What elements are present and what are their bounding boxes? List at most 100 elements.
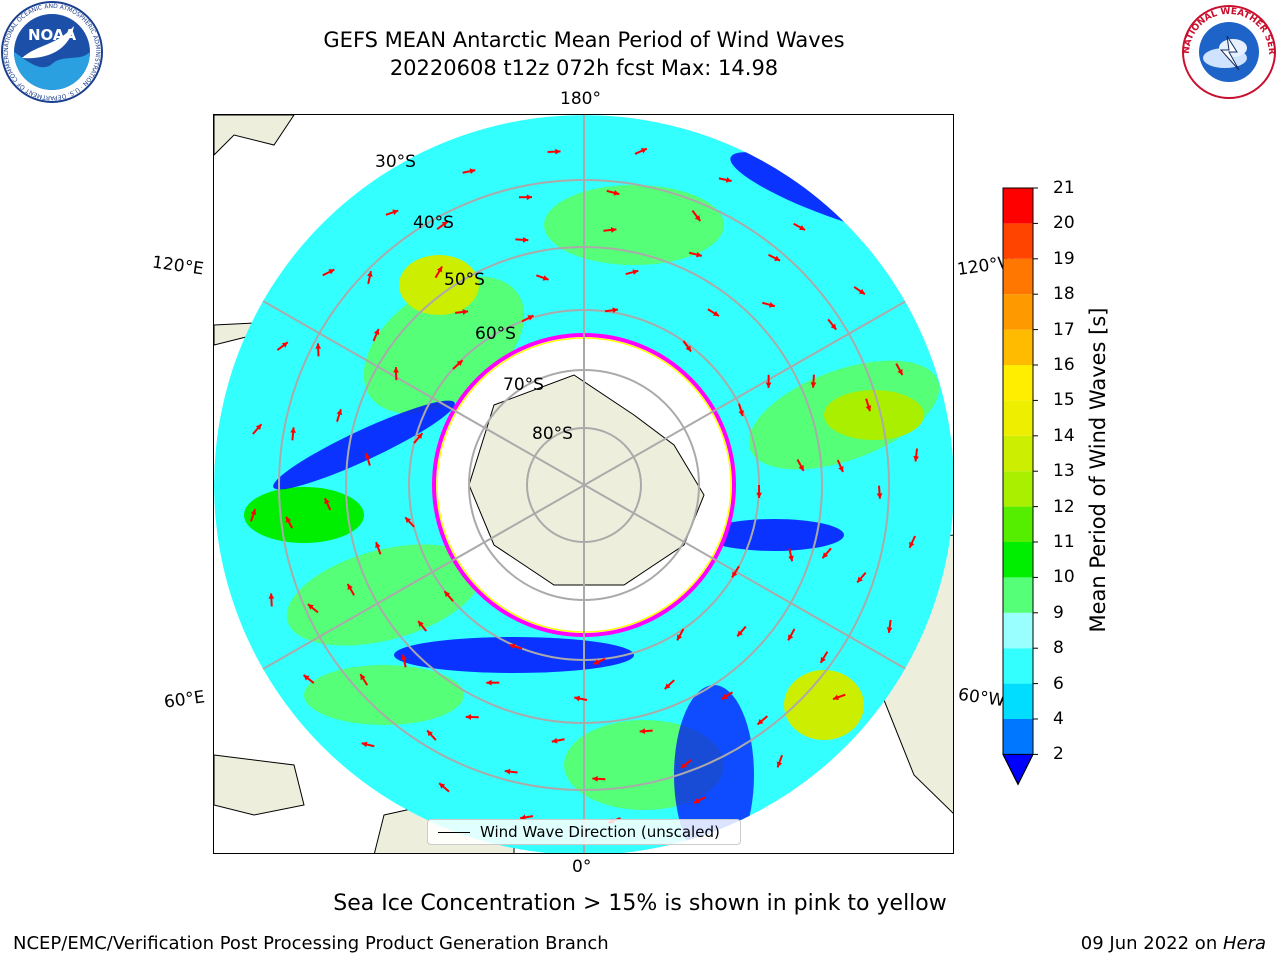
wave-arrow-head <box>592 775 598 782</box>
noaa-logo: NOAA NATIONAL OCEANIC AND ATMOSPHERIC AD… <box>0 0 103 103</box>
map-panel <box>213 114 954 854</box>
wave-arrow-head <box>876 493 883 499</box>
wave-arrow-head <box>865 405 872 412</box>
wave-arrow-head <box>469 168 476 175</box>
colorbar <box>1002 187 1038 786</box>
wave-arrow-head <box>713 310 719 317</box>
colorbar-band <box>1003 612 1033 649</box>
colorbar-tick-label: 21 <box>1053 178 1075 198</box>
wave-arrow-head <box>436 266 443 273</box>
wave-arrow-head <box>632 269 639 275</box>
colorbar-band <box>1003 435 1033 472</box>
wave-arrow-head <box>913 455 919 462</box>
wave-arrow-head <box>756 492 762 498</box>
wave-arrow-head <box>830 323 837 330</box>
colorbar-band <box>1003 471 1033 507</box>
colorbar-band <box>1003 719 1033 755</box>
colorbar-band <box>1003 294 1033 330</box>
wave-arrow-head <box>664 683 671 690</box>
wave-arrow-head <box>347 583 353 590</box>
colorbar-tick-label: 15 <box>1053 390 1075 411</box>
wave-arrow-head <box>551 737 558 744</box>
legend-label: Wind Wave Direction (unscaled) <box>480 823 720 841</box>
lon-label-180: 180° <box>560 89 601 109</box>
wave-arrow-head <box>401 654 407 661</box>
wave-arrow-head <box>444 591 451 598</box>
wave-arrow-head <box>361 741 368 748</box>
footer-branch: NCEP/EMC/Verification Post Processing Pr… <box>13 933 609 954</box>
wave-arrow-head <box>441 221 448 227</box>
land-antarctica <box>468 374 705 586</box>
colorbar-tick-label: 16 <box>1053 355 1075 375</box>
wave-arrow-head <box>465 714 472 720</box>
wave-arrow-head <box>769 302 775 308</box>
wave-arrow-head <box>765 382 772 388</box>
wave-arrow-head <box>838 465 844 472</box>
wave-arrow-head <box>526 194 533 201</box>
wave-arrow-head <box>360 674 366 681</box>
wave-arrow-head <box>788 634 794 641</box>
wave-arrow-head <box>857 576 863 583</box>
wave-arrow-head <box>681 762 687 769</box>
nws-logo: NATIONAL WEATHER SERVICE <box>1177 0 1276 99</box>
colorbar-band <box>1003 258 1033 295</box>
wave-arrow-head <box>810 382 817 388</box>
wave-arrow-head <box>774 255 781 261</box>
land-madagascar <box>214 754 305 816</box>
wave-arrow-head <box>336 409 343 416</box>
colorbar-extend-triangle <box>1002 753 1034 786</box>
colorbar-label: Mean Period of Wind Waves [s] <box>1086 307 1110 633</box>
wave-arrow-head <box>328 269 335 275</box>
wind-wave-arrows <box>250 147 919 824</box>
wave-arrow-head <box>393 367 399 373</box>
wave-arrow-head <box>268 593 275 599</box>
colorbar-band <box>1003 683 1033 719</box>
wave-arrow-head <box>255 424 262 431</box>
wave-arrow-head <box>486 679 492 686</box>
wave-arrow-head <box>725 177 732 183</box>
wave-arrow-head <box>610 227 617 233</box>
colorbar-tick-label: 2 <box>1053 744 1064 765</box>
antarctic-map <box>214 115 953 853</box>
lon-label-60w: 60°W <box>956 684 1007 712</box>
wave-arrow-head <box>886 627 893 633</box>
wave-arrow-head <box>693 797 700 804</box>
wave-arrow-head <box>593 659 600 665</box>
wave-arrow-head <box>418 620 424 627</box>
wave-arrow-head <box>286 516 292 523</box>
wave-arrow-head <box>820 656 826 663</box>
chart-subtitle: 20220608 t12z 072h fcst Max: 14.98 <box>389 56 779 80</box>
wave-arrow-head <box>897 369 903 376</box>
colorbar-tick-label: 12 <box>1053 496 1075 517</box>
colorbar-tick-label: 20 <box>1053 213 1075 234</box>
chart-title: GEFS MEAN Antarctic Mean Period of Wind … <box>323 28 845 52</box>
wave-arrow-head <box>696 251 702 258</box>
wave-arrow-head <box>737 630 743 637</box>
colorbar-tick-label: 9 <box>1053 602 1064 623</box>
wave-arrow-head <box>555 148 561 155</box>
colorbar-band <box>1003 542 1033 578</box>
wave-arrow-head <box>757 718 764 725</box>
footer-date: 09 Jun 2022 on Hera <box>1081 933 1266 954</box>
legend-line-swatch <box>438 831 470 833</box>
graticule <box>214 115 953 853</box>
colorbar-band <box>1003 506 1033 542</box>
colorbar-tick-label: 6 <box>1053 673 1064 694</box>
wave-arrow-head <box>405 517 411 524</box>
wave-arrow-head <box>290 427 296 433</box>
wave-arrow-head <box>639 728 646 734</box>
colorbar-band <box>1003 365 1033 401</box>
wave-arrow-head <box>307 604 314 610</box>
colorbar-band <box>1003 400 1033 436</box>
wave-arrow-head <box>527 315 534 321</box>
lat-label-60s: 60°S <box>475 324 516 344</box>
wave-arrow-head <box>732 571 738 578</box>
colorbar-tick-label: 4 <box>1053 709 1064 729</box>
wave-arrow-head <box>439 783 446 789</box>
wave-arrow-head <box>613 190 620 196</box>
wave-arrow-head <box>367 271 373 277</box>
wave-arrow-head <box>833 694 839 701</box>
lat-label-70s: 70°S <box>503 375 544 395</box>
lon-label-60e: 60°E <box>162 687 207 713</box>
wave-arrow-head <box>522 236 529 243</box>
